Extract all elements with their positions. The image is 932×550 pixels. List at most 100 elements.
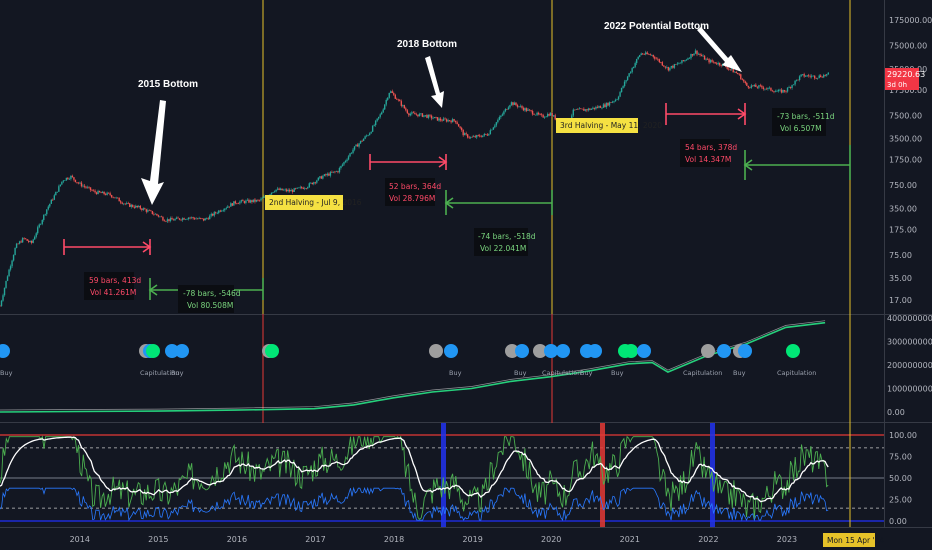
candle-body [809,76,811,77]
candle-body [98,190,101,193]
candle-body [257,199,259,201]
candle-body [651,54,653,56]
candle-body [100,192,102,194]
candle-body [44,214,46,215]
candle-body [275,189,277,192]
cursor-date-label: Mon 15 Apr '24 [823,533,884,547]
candle-body [746,82,748,86]
candle-body [77,182,80,184]
candle-body [402,105,404,106]
candle-body [258,200,261,201]
candle-body [116,197,119,199]
candle-body [504,109,507,112]
candle-body [483,133,485,136]
candle-body [732,68,734,73]
time-axis[interactable] [0,527,932,550]
svg-text:3d 0h: 3d 0h [887,81,907,89]
candle-body [488,134,490,136]
candle-body [598,106,600,108]
candle-body [782,90,784,93]
candle-body [123,203,125,205]
candle-body [0,305,1,307]
candle-body [734,71,736,73]
candle-body [148,210,151,211]
signal-dot [165,344,179,358]
candle-body [168,219,170,222]
candle-body [485,133,487,135]
time-tick-label: 2023 [777,535,797,544]
candle-body [626,76,629,81]
oscillator-tick-label: 100.00 [889,431,917,440]
obv-tick-label: 200000000.00 [887,361,932,370]
candle-body [495,122,498,126]
candle-body [424,115,427,116]
candle-body [5,280,7,288]
candle-body [584,109,587,111]
candle-body [68,178,71,180]
candle-body [657,58,659,60]
candle-body [747,85,750,88]
candle-body [700,55,703,57]
candle-body [252,199,255,203]
candle-body [291,190,294,192]
candle-body [794,80,796,85]
candle-body [635,59,638,64]
candle-body [343,162,345,165]
candle-body [53,195,56,200]
candle-body [527,109,529,111]
candle-body [800,74,802,77]
candle-body [433,117,436,119]
candle-body [776,91,778,92]
candle-body [107,192,110,194]
candle-body [313,182,315,185]
candle-body [400,101,403,106]
time-tick-label: 2018 [384,535,404,544]
candle-body [56,191,59,193]
candle-body [687,58,689,60]
candle-body [613,101,615,102]
candle-body [530,110,532,112]
candle-body [525,108,528,111]
candle-body [661,62,664,66]
candle-body [543,117,546,118]
signal-label: Buy [733,369,746,377]
candle-body [718,62,721,66]
candle-body [346,159,348,161]
signal-dot [175,344,189,358]
candle-body [64,180,66,181]
price-panel[interactable] [0,0,884,314]
candle-body [447,120,449,122]
candle-body [669,67,671,71]
candle-body [578,108,581,110]
candle-body [129,203,131,207]
measure-range-red [369,154,448,170]
candle-body [338,168,341,173]
candle-body [113,197,116,199]
candle-body [807,75,810,77]
time-tick-label: 2015 [148,535,168,544]
candle-body [714,62,716,64]
candle-body [9,266,12,270]
candle-body [2,295,4,301]
candle-body [288,189,291,192]
candle-body [580,108,582,110]
candle-body [377,116,380,119]
candle-body [33,236,36,240]
candle-body [178,218,181,220]
candle-body [468,137,470,139]
candle-body [169,218,172,222]
candle-body [304,188,306,189]
candle-body [91,190,93,191]
candle-body [159,216,161,218]
candle-body [49,203,51,207]
candle-body [38,224,40,228]
obv-panel[interactable] [0,315,884,422]
candle-body [708,59,710,63]
signal-dot [556,344,570,358]
candle-body [367,135,369,136]
candle-body [770,87,772,91]
candle-body [638,55,641,57]
candle-body [595,106,597,109]
svg-text:Vol 41.261M: Vol 41.261M [90,288,136,297]
